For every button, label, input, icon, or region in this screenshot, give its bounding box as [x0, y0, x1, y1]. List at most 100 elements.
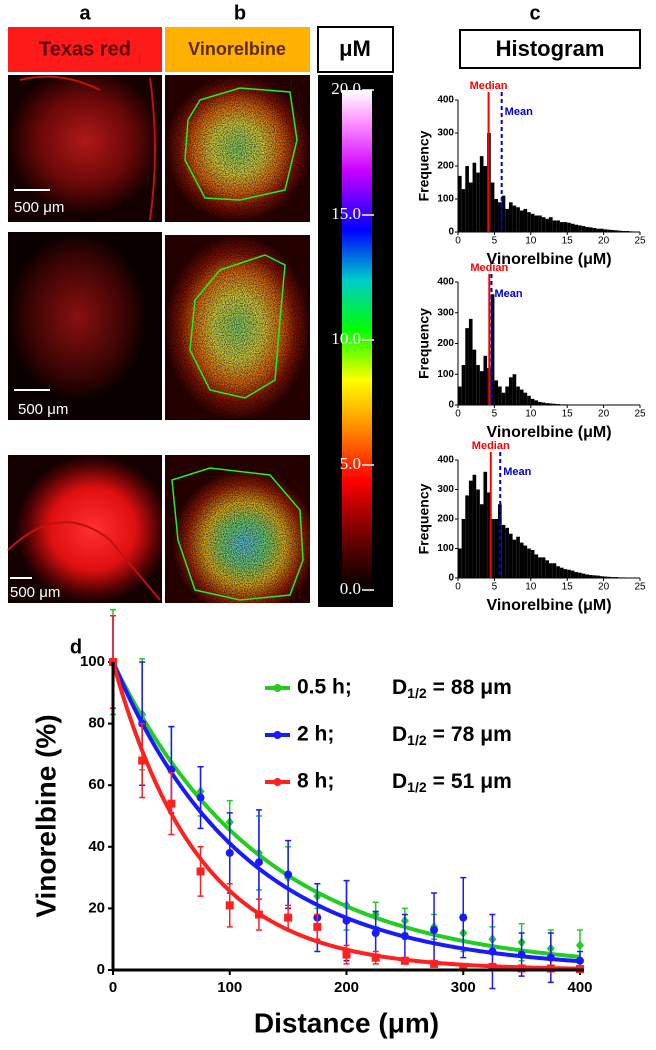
bar: [549, 563, 553, 578]
bar: [512, 205, 517, 232]
bar: [574, 224, 579, 232]
bar: [519, 389, 524, 405]
x-tick-label: 10: [525, 582, 537, 593]
tick-label: 20.0: [331, 79, 361, 98]
legend-label: 2 h;: [297, 723, 334, 746]
bar: [508, 202, 513, 232]
marker: [488, 947, 497, 956]
bar: [479, 371, 484, 405]
bar: [472, 474, 477, 578]
bar: [516, 536, 520, 578]
bar: [501, 524, 506, 578]
bar: [483, 471, 488, 578]
header-box: [317, 26, 394, 73]
x-tick-label: 5: [492, 236, 498, 247]
bar: [523, 545, 528, 578]
y-tick-label: 100: [80, 653, 105, 670]
fit-subscript: 1/2: [407, 779, 427, 795]
bar: [505, 527, 509, 578]
y-tick-label: 400: [437, 277, 454, 288]
bar: [494, 380, 499, 405]
bar: [589, 575, 593, 578]
colorbar-title: μM: [339, 36, 371, 61]
x-axis-label: Vinorelbine (μM): [486, 251, 611, 268]
x-axis-label: Vinorelbine (μM): [486, 424, 611, 441]
bar: [512, 539, 517, 578]
bar: [498, 386, 502, 405]
bar: [556, 566, 560, 578]
header-box: [165, 27, 310, 72]
bar: [505, 208, 509, 232]
marker: [517, 950, 526, 959]
texture: [165, 455, 310, 603]
bar: [607, 576, 611, 578]
bar: [610, 230, 615, 232]
bar: [458, 386, 462, 405]
x-tick-label: 0: [455, 582, 461, 593]
bar: [476, 489, 480, 578]
y-tick-label: 300: [437, 484, 454, 495]
bar: [541, 217, 546, 232]
bar: [523, 208, 528, 232]
x-tick-label: 25: [634, 236, 646, 247]
panel-letter: b: [234, 2, 246, 24]
fit-unit: μm: [480, 723, 512, 746]
bar: [527, 212, 531, 232]
marker: [284, 913, 293, 922]
bar: [479, 156, 484, 232]
micrograph: [8, 455, 162, 603]
y-tick-label: 400: [437, 95, 454, 106]
bar: [527, 395, 531, 405]
x-tick-label: 200: [334, 979, 359, 996]
header: Histogram: [496, 36, 605, 61]
bar: [483, 355, 488, 405]
bar: [527, 548, 531, 578]
bar: [461, 365, 466, 405]
header-box: [8, 27, 162, 72]
bar: [530, 549, 535, 578]
bar: [570, 223, 575, 232]
y-tick-label: 0: [448, 573, 454, 584]
marker: [167, 765, 176, 774]
marker: [342, 950, 351, 959]
bar: [545, 560, 549, 578]
marker: [138, 756, 147, 765]
fit-value: 88: [451, 676, 475, 699]
fit-label: D1/2 = 51 μm: [392, 770, 512, 795]
x-tick-label: 400: [567, 979, 592, 996]
bar: [585, 227, 590, 232]
bar: [538, 401, 542, 405]
x-tick-label: 20: [598, 409, 610, 420]
y-axis-label: Vinorelbine (%): [30, 714, 61, 917]
mean-label: Mean: [494, 288, 522, 300]
bar: [512, 374, 517, 405]
bar: [508, 377, 513, 405]
x-tick-label: 25: [634, 409, 646, 420]
bar: [468, 318, 473, 405]
marker: [273, 731, 282, 739]
x-tick-label: 0: [455, 409, 461, 420]
bar: [545, 218, 549, 232]
bar: [498, 504, 502, 578]
panel-letter: c: [529, 2, 540, 24]
bar: [458, 175, 462, 232]
y-axis-label: Frequency: [416, 483, 432, 554]
scale-label: 500 μm: [14, 199, 64, 216]
bar: [538, 557, 542, 578]
median-label: Median: [470, 80, 508, 92]
bar: [468, 182, 473, 232]
fit-symbol: D: [392, 770, 407, 793]
fit-unit: μm: [480, 676, 512, 699]
marker: [313, 922, 322, 931]
tick-label: 15.0: [331, 204, 361, 223]
bar: [567, 222, 571, 232]
marker: [371, 929, 380, 938]
marker: [284, 870, 293, 879]
bar: [461, 189, 466, 232]
bar: [589, 227, 593, 232]
marker: [488, 962, 497, 971]
marker: [459, 913, 468, 922]
y-tick-label: 0: [448, 400, 454, 411]
bar: [618, 230, 622, 232]
